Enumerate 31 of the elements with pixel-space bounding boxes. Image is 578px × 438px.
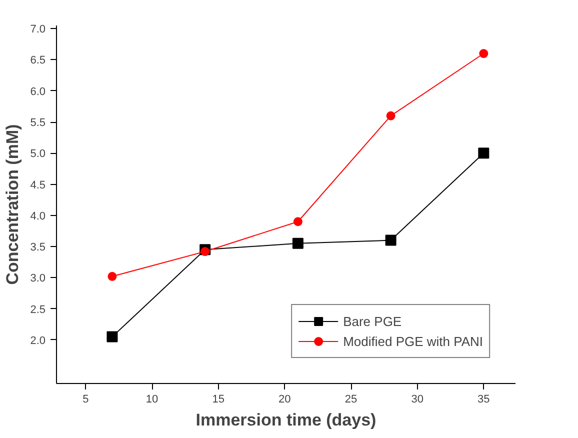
y-tick-label: 7.0 — [30, 24, 46, 36]
legend-label: Bare PGE — [343, 314, 402, 328]
point — [478, 148, 490, 159]
y-tick-label: 2.5 — [30, 304, 46, 316]
x-axis-title: Immersion time (days) — [196, 410, 376, 430]
x-tick-label: 10 — [146, 394, 158, 406]
y-tick-label: 6.5 — [30, 54, 46, 67]
y-tick-label: 4.5 — [30, 179, 46, 192]
point — [293, 217, 302, 226]
point — [108, 272, 117, 281]
x-tick-label: 5 — [82, 394, 89, 406]
y-tick-label: 5.0 — [30, 148, 46, 160]
x-tick-label: 30 — [411, 394, 424, 406]
x-tick-label: 15 — [212, 394, 224, 406]
point — [292, 238, 304, 249]
x-tick-label: 20 — [278, 394, 291, 406]
legend-label: Modified PGE with PANI — [343, 334, 483, 348]
point — [479, 49, 488, 58]
point — [106, 331, 118, 342]
y-tick-label: 3.5 — [30, 242, 46, 254]
y-tick-label: 2.0 — [30, 334, 46, 347]
y-tick-label: 3.0 — [30, 272, 46, 285]
y-tick-label: 5.5 — [30, 117, 46, 130]
y-axis-title: Concentration (mM) — [3, 124, 22, 285]
point — [385, 234, 396, 246]
x-tick-label: 25 — [344, 394, 358, 406]
y-tick-label: 4.0 — [30, 210, 46, 222]
point — [386, 111, 396, 120]
point — [200, 247, 210, 256]
y-tick-label: 6.0 — [30, 86, 46, 98]
x-tick-label: 35 — [478, 394, 490, 406]
